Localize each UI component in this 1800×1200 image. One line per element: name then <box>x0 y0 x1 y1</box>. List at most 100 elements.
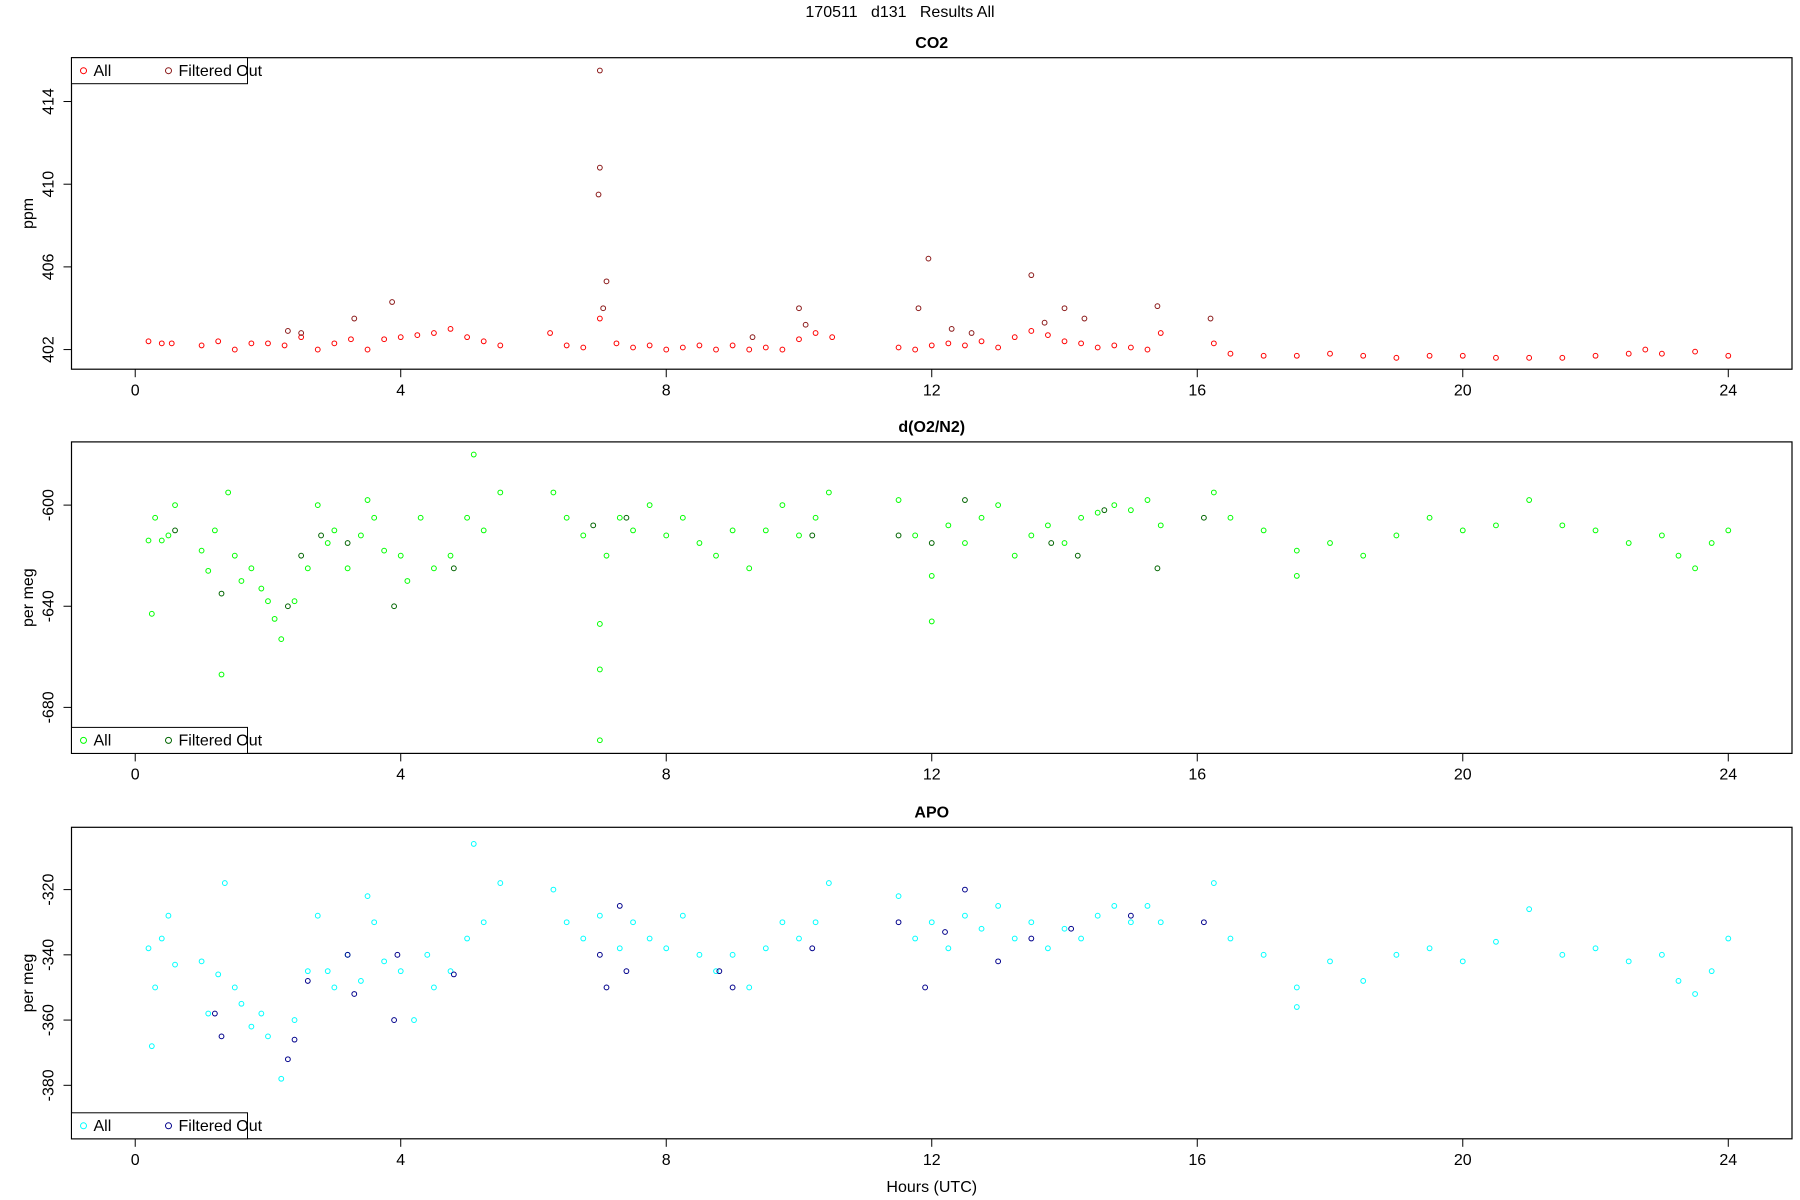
point <box>1493 354 1499 361</box>
point <box>324 540 331 546</box>
point <box>284 328 291 334</box>
point <box>351 991 358 997</box>
legend-marker <box>80 1122 87 1130</box>
point <box>1659 951 1665 958</box>
point <box>480 527 487 534</box>
point <box>304 978 311 984</box>
point <box>394 951 401 958</box>
point <box>218 1033 225 1040</box>
point <box>613 340 620 347</box>
point <box>314 912 321 919</box>
point <box>1260 527 1267 534</box>
point <box>663 346 670 353</box>
x-tick-label: 12 <box>923 1152 941 1169</box>
point <box>470 451 477 458</box>
point <box>1459 527 1466 534</box>
point <box>258 1010 265 1017</box>
point <box>1293 573 1300 579</box>
point <box>922 984 929 991</box>
point <box>278 636 285 643</box>
point <box>1625 958 1632 965</box>
point <box>364 497 371 503</box>
point <box>779 346 786 353</box>
point <box>238 1000 245 1007</box>
point <box>348 336 354 343</box>
x-tick-label: 16 <box>1188 382 1206 399</box>
point <box>812 919 819 926</box>
legend-label: Filtered Out <box>179 1118 263 1135</box>
point <box>962 886 968 893</box>
point <box>928 618 935 625</box>
point <box>663 945 670 952</box>
point <box>829 334 836 341</box>
figure-title: 170511 d131 Results All <box>805 4 994 21</box>
point <box>464 334 471 341</box>
point <box>1127 344 1134 351</box>
point <box>1094 344 1101 351</box>
point <box>1127 919 1134 926</box>
point <box>371 514 378 521</box>
point <box>895 893 902 900</box>
point <box>258 585 265 592</box>
point <box>1592 945 1599 952</box>
point <box>1078 935 1084 942</box>
x-tick-label: 8 <box>662 1152 671 1169</box>
point <box>1327 540 1333 546</box>
point <box>148 610 155 617</box>
point <box>198 547 205 554</box>
x-tick-label: 20 <box>1454 1152 1472 1169</box>
x-tick-label: 0 <box>131 382 140 399</box>
y-tick-label: -380 <box>41 1069 58 1101</box>
point <box>358 978 364 984</box>
point <box>995 903 1002 909</box>
point <box>1210 489 1217 496</box>
point <box>1101 507 1108 514</box>
point <box>1725 352 1732 359</box>
point <box>172 527 178 534</box>
point <box>796 935 802 942</box>
point <box>417 514 424 521</box>
point <box>318 532 324 539</box>
point <box>1157 330 1164 336</box>
point <box>630 527 636 534</box>
point <box>962 342 968 349</box>
point <box>1127 912 1134 919</box>
legend-box <box>71 1112 248 1140</box>
point <box>1127 507 1134 514</box>
point <box>716 968 723 975</box>
point <box>371 919 378 926</box>
point <box>928 919 935 926</box>
point <box>616 903 623 909</box>
point <box>1094 912 1101 919</box>
point <box>291 1017 298 1023</box>
point <box>713 346 719 353</box>
point <box>1426 945 1433 952</box>
point <box>284 603 291 610</box>
legend-box <box>71 57 248 85</box>
point <box>298 552 305 559</box>
point <box>271 615 278 622</box>
point <box>596 621 603 627</box>
point <box>1061 338 1068 345</box>
point <box>912 532 919 539</box>
legend-label: Filtered Out <box>179 733 263 750</box>
point <box>603 278 610 285</box>
point <box>331 527 338 534</box>
point <box>231 984 238 991</box>
point <box>1592 352 1599 359</box>
point <box>596 951 603 958</box>
point <box>812 514 819 521</box>
point <box>1154 303 1161 310</box>
y-tick-label: 410 <box>41 171 58 198</box>
point <box>172 961 178 968</box>
point <box>391 603 397 610</box>
point <box>265 598 271 605</box>
point <box>1111 502 1118 509</box>
point <box>1011 552 1018 559</box>
point <box>1675 552 1682 559</box>
point <box>464 514 471 521</box>
legend-label: All <box>94 63 112 80</box>
point <box>895 344 902 351</box>
point <box>1625 350 1632 357</box>
point <box>1045 945 1051 952</box>
